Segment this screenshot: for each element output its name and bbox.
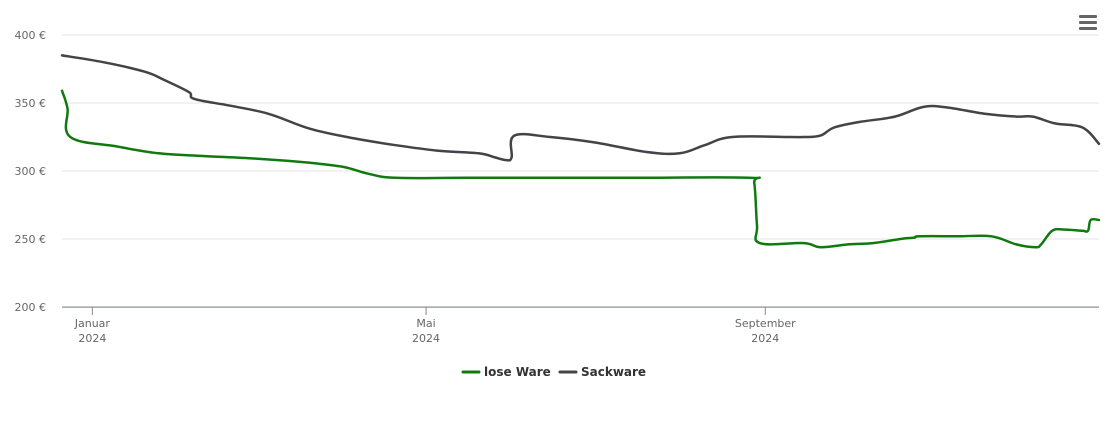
series-line-sackware <box>60 54 1101 162</box>
y-tick-label: 350 € <box>15 97 47 110</box>
x-axis: Januar 2024 Mai 2024 September 2024 <box>62 306 1099 345</box>
y-tick-label: 400 € <box>15 29 47 42</box>
x-tick-year: 2024 <box>78 332 106 345</box>
menu-bar <box>1079 21 1097 24</box>
y-tick-label: 200 € <box>15 301 47 314</box>
series-lines <box>60 54 1101 249</box>
x-tick-month: Mai <box>416 317 435 330</box>
legend-item-lose-ware[interactable]: lose Ware <box>461 365 551 379</box>
menu-bar <box>1079 27 1097 30</box>
x-tick-month: September <box>735 317 796 330</box>
x-tick-year: 2024 <box>412 332 440 345</box>
grid-lines <box>62 34 1099 240</box>
legend-item-sackware[interactable]: Sackware <box>558 365 646 379</box>
y-tick-label: 300 € <box>15 165 47 178</box>
x-tick-year: 2024 <box>751 332 779 345</box>
x-tick-month: Januar <box>74 317 111 330</box>
series-line-lose-ware <box>60 89 1101 249</box>
legend-label: Sackware <box>581 365 646 379</box>
legend-label: lose Ware <box>484 365 551 379</box>
menu-bar <box>1079 15 1097 18</box>
legend[interactable]: lose Ware Sackware <box>461 365 646 379</box>
y-axis: 400 € 350 € 300 € 250 € 200 € <box>15 29 47 314</box>
y-tick-label: 250 € <box>15 233 47 246</box>
hamburger-menu-icon[interactable] <box>1076 12 1100 34</box>
